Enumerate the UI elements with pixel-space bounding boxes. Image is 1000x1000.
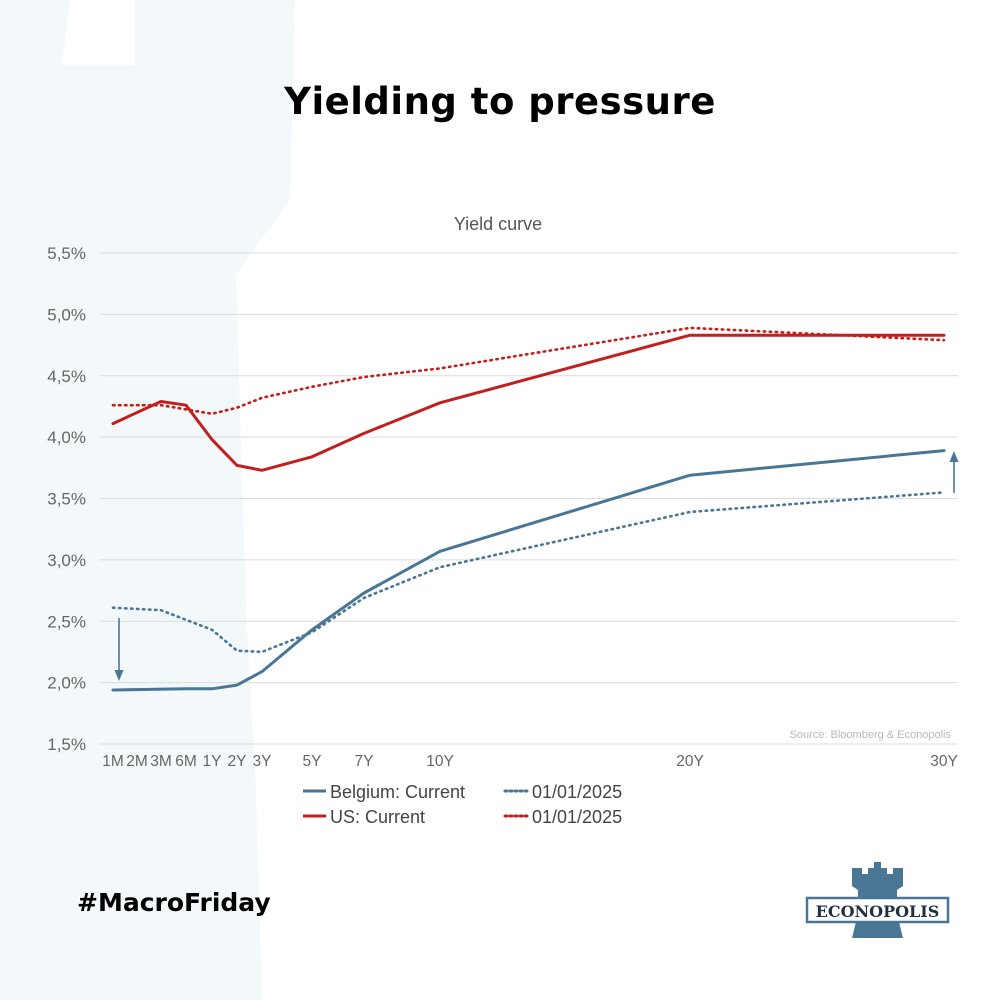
belgium-long-end-up-arrowhead xyxy=(949,451,959,462)
legend-label-belgium-current: Belgium: Current xyxy=(330,782,465,802)
x-axis-tick-labels: 1M 2M 3M 6M 1Y 2Y 3Y 5Y 7Y 10Y 20Y 30Y xyxy=(102,753,958,770)
belgium-short-end-down-arrowhead xyxy=(114,670,124,681)
chart-title: Yield curve xyxy=(454,214,542,234)
legend-item-us-current: US: Current xyxy=(303,807,425,827)
legend-label-us-2025: 01/01/2025 xyxy=(532,807,622,827)
legend-item-belgium-2025: 01/01/2025 xyxy=(503,782,622,802)
y-tick-label: 5,5% xyxy=(47,244,86,263)
tower-base xyxy=(852,922,903,938)
series-line-us-2025 xyxy=(111,326,946,416)
source-note: Source: Bloomberg & Econopolis xyxy=(790,729,952,741)
legend: Belgium: Current 01/01/2025 US: Current … xyxy=(303,782,622,827)
logo-text: ECONOPOLIS xyxy=(816,902,940,921)
x-tick-label: 3Y xyxy=(253,753,272,770)
y-tick-label: 5,0% xyxy=(47,305,86,324)
x-tick-label: 2M xyxy=(126,753,148,770)
legend-label-belgium-2025: 01/01/2025 xyxy=(532,782,622,802)
y-tick-label: 2,5% xyxy=(47,612,86,631)
x-tick-label: 5Y xyxy=(303,753,322,770)
tower-icon xyxy=(852,862,903,908)
hashtag: #MacroFriday xyxy=(77,888,271,917)
legend-item-us-2025: 01/01/2025 xyxy=(503,807,622,827)
legend-item-belgium-current: Belgium: Current xyxy=(303,782,465,802)
y-tick-label: 2,0% xyxy=(47,674,86,693)
series-line-us-current xyxy=(111,333,946,472)
x-tick-label: 6M xyxy=(175,753,197,770)
gridlines xyxy=(100,252,958,745)
econopolis-logo: ECONOPOLIS xyxy=(805,862,950,938)
y-axis-tick-labels: 1,5% 2,0% 2,5% 3,0% 3,5% 4,0% 4,5% 5,0% 5,5% xyxy=(47,244,86,754)
y-tick-label: 4,5% xyxy=(47,367,86,386)
x-tick-label: 1Y xyxy=(203,753,222,770)
series-line-belgium-2025 xyxy=(111,491,946,654)
x-tick-label: 20Y xyxy=(676,753,704,770)
y-tick-label: 3,5% xyxy=(47,490,86,509)
x-tick-label: 7Y xyxy=(355,753,374,770)
background-panel xyxy=(0,0,295,1000)
y-tick-label: 4,0% xyxy=(47,428,86,447)
headline: Yielding to pressure xyxy=(284,80,716,123)
y-tick-label: 1,5% xyxy=(47,735,86,754)
series-lines xyxy=(111,326,946,692)
change-arrows xyxy=(114,451,959,681)
legend-label-us-current: US: Current xyxy=(330,807,425,827)
x-tick-label: 2Y xyxy=(228,753,247,770)
series-line-belgium-current xyxy=(111,449,946,692)
x-tick-label: 1M xyxy=(102,753,124,770)
x-tick-label: 30Y xyxy=(930,753,958,770)
y-tick-label: 3,0% xyxy=(47,551,86,570)
x-tick-label: 3M xyxy=(150,753,172,770)
x-tick-label: 10Y xyxy=(426,753,454,770)
